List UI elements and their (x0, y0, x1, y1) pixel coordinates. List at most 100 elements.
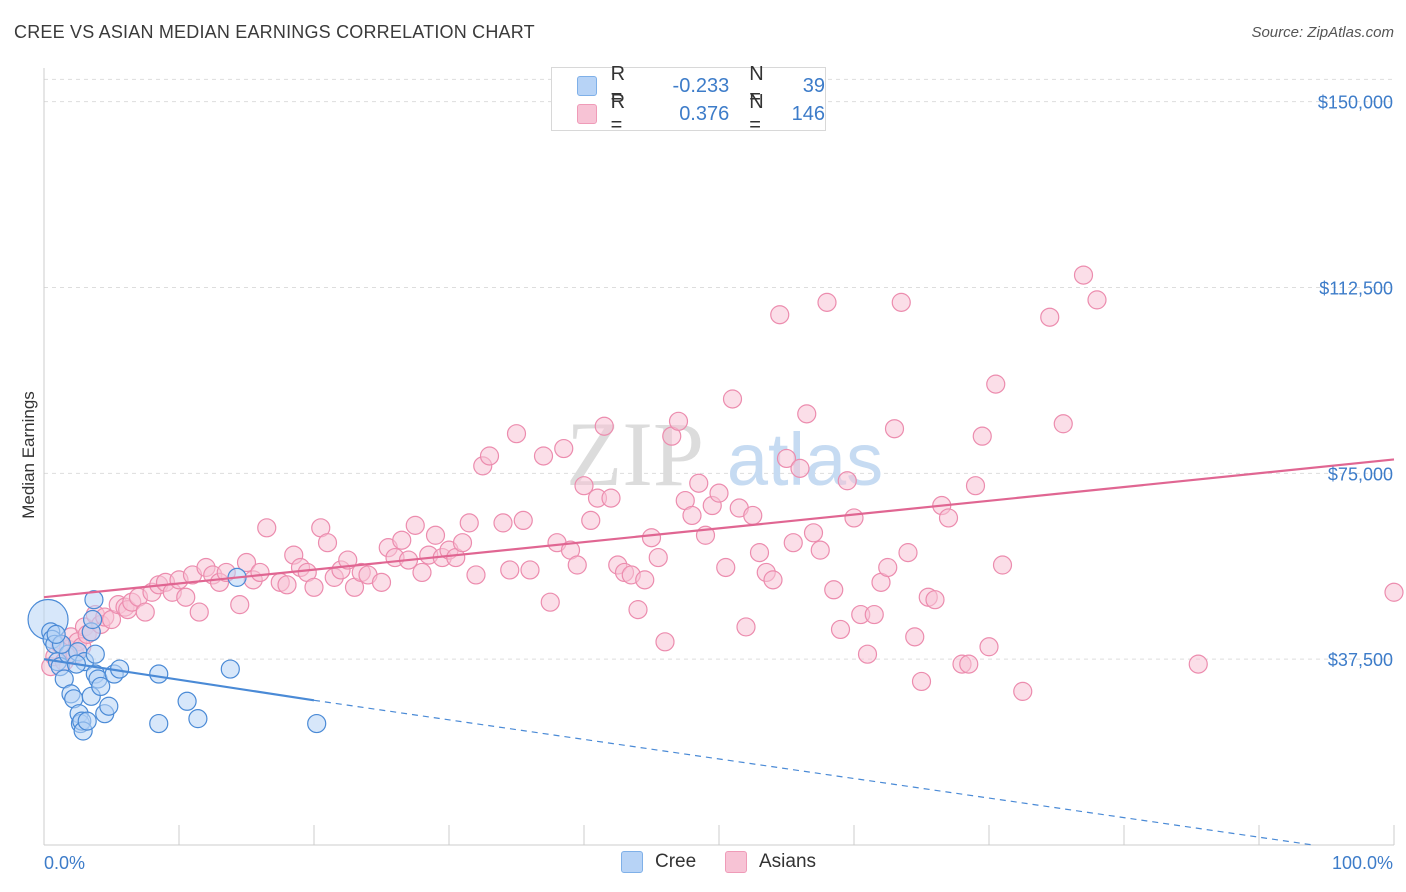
bottom-asians-swatch (725, 851, 747, 873)
asians-n-label: N = (749, 91, 764, 136)
asians-point (479, 446, 500, 466)
cree-point (188, 709, 208, 729)
cree-point (99, 696, 119, 716)
asians-swatch (577, 104, 597, 124)
cree-n-value: 39 (802, 74, 826, 97)
asians-point (135, 602, 155, 622)
asians-point (1040, 307, 1060, 327)
asians-r-label: R = (610, 91, 626, 136)
asians-point (493, 513, 513, 533)
asians-point (783, 533, 803, 553)
asians-point (911, 671, 932, 692)
cree-trend-line (43, 658, 315, 702)
asians-point (824, 580, 844, 600)
asians-point (392, 530, 412, 550)
asians-point (722, 389, 743, 409)
asians-point (176, 587, 196, 607)
trend-lines (43, 458, 1395, 846)
asians-point (837, 471, 857, 491)
asians-point (763, 570, 783, 590)
asians-point (817, 292, 837, 312)
asians-point (304, 577, 324, 597)
cree-point (307, 713, 327, 734)
asians-point (898, 543, 918, 563)
asians-point (250, 562, 270, 583)
asians-point (641, 528, 662, 548)
asians-point (790, 458, 810, 478)
asians-point (554, 438, 574, 459)
asians-point (567, 555, 587, 575)
asians-point (749, 543, 770, 563)
asians-point (1053, 414, 1073, 434)
asians-point (992, 555, 1013, 575)
asians-point (338, 550, 358, 570)
asians-point (891, 292, 911, 312)
asians-point (682, 505, 702, 526)
asians-point (770, 305, 790, 325)
cree-point (77, 711, 97, 731)
cree-point (220, 659, 240, 679)
axes (43, 68, 1395, 846)
asians-point (540, 592, 560, 612)
bottom-cree-label: Cree (655, 851, 697, 872)
asians-point (317, 533, 338, 553)
cree-point (177, 691, 197, 711)
asians-point (594, 416, 614, 436)
asians-point (581, 510, 601, 531)
asians-r-value: 0.376 (679, 102, 730, 125)
asians-point (655, 632, 675, 652)
cree-point (82, 609, 103, 630)
asians-point (1013, 681, 1033, 701)
asians-point (425, 525, 446, 545)
asians-point (648, 547, 668, 568)
data-points (27, 265, 1404, 741)
y-tick-label: $112,500 (1319, 278, 1393, 298)
asians-point (533, 446, 554, 466)
asians-point (884, 419, 905, 439)
watermark-atlas: atlas (727, 418, 883, 501)
asians-point (257, 518, 277, 538)
asians-point (709, 483, 729, 503)
asians-point (736, 617, 756, 637)
asians-point (803, 523, 824, 543)
asians-point (1073, 265, 1094, 285)
asians-point (864, 604, 884, 625)
legend-row-cree: R = -0.233 N = 39 (577, 63, 826, 108)
asians-point (925, 590, 945, 610)
asians-point (830, 619, 851, 640)
asians-point (466, 565, 486, 585)
y-tick-label: $75,000 (1328, 464, 1393, 484)
cree-point (85, 644, 105, 664)
asians-point (635, 570, 655, 590)
cree-r-label: R = (610, 63, 626, 108)
chart-title: CREE VS ASIAN MEDIAN EARNINGS CORRELATIO… (14, 22, 535, 42)
y-tick-label: $150,000 (1318, 93, 1393, 113)
asians-point (459, 513, 479, 533)
cree-point (149, 664, 169, 684)
asians-point (810, 540, 830, 560)
bottom-cree-swatch (621, 851, 643, 873)
asians-point (1087, 290, 1107, 310)
bottom-legend-asians: Asians (725, 851, 816, 873)
asians-point (743, 505, 763, 526)
cree-swatch (577, 76, 597, 96)
asians-point (1188, 654, 1208, 674)
asians-n-value: 146 (791, 102, 826, 125)
asians-point (668, 411, 689, 431)
axis-labels: $37,500 $75,000 $112,500 $150,000 0.0% 100.0%… (19, 93, 1393, 873)
asians-point (716, 557, 736, 578)
asians-point (938, 508, 959, 528)
asians-point (236, 552, 257, 573)
asians-point (506, 424, 527, 444)
y-tick-label: $37,500 (1328, 650, 1393, 670)
asians-point (965, 476, 986, 496)
asians-point (844, 508, 864, 528)
asians-point (972, 426, 992, 446)
asians-point (689, 473, 709, 493)
correlation-legend: R = -0.233 N = 39 R = 0.376 N = 146 (551, 63, 826, 136)
asians-point (513, 510, 533, 531)
asians-point (776, 448, 797, 469)
asians-point (905, 627, 925, 647)
asians-point (959, 654, 979, 674)
